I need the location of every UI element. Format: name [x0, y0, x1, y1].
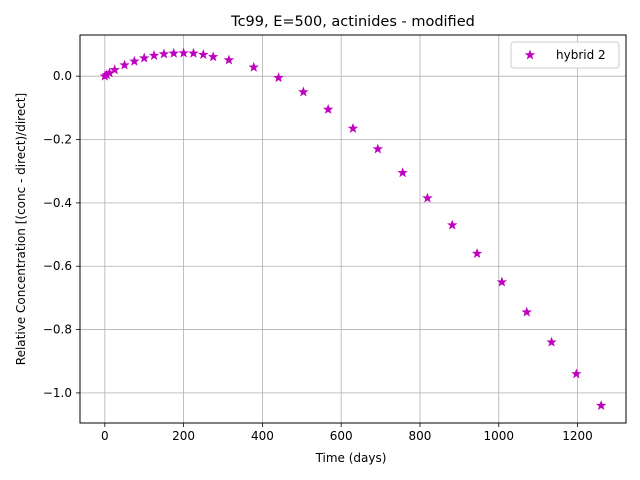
data-point [571, 368, 582, 379]
data-point [129, 55, 140, 66]
y-tick-label: −0.8 [43, 323, 72, 337]
chart-title: Tc99, E=500, actinides - modified [230, 14, 475, 30]
y-tick-label: −1.0 [43, 386, 72, 400]
data-point [198, 49, 209, 60]
data-point [298, 86, 309, 97]
x-tick-label: 0 [101, 429, 109, 443]
y-tick-label: 0.0 [53, 69, 72, 83]
data-point [447, 219, 458, 230]
x-axis-label: Time (days) [315, 451, 387, 465]
data-point [322, 103, 334, 114]
data-point [372, 143, 384, 154]
data-point [223, 54, 235, 65]
y-axis-label: Relative Concentration [(conc - direct)/… [14, 93, 28, 365]
x-tick-label: 200 [172, 429, 195, 443]
data-point [188, 47, 199, 58]
y-tick-label: −0.2 [43, 133, 72, 147]
legend-marker-hybrid-2 [524, 49, 536, 60]
data-point [168, 47, 179, 58]
data-point [546, 336, 557, 347]
data-point [178, 47, 189, 58]
data-point [158, 48, 170, 59]
data-point [248, 61, 259, 72]
plot-frame [79, 34, 627, 424]
data-point [496, 276, 508, 287]
data-point [273, 72, 284, 83]
data-point [521, 306, 532, 317]
data-point [139, 52, 150, 63]
data-point [422, 192, 433, 203]
data-points [99, 47, 607, 411]
grid-lines [80, 35, 626, 423]
x-tick-label: 800 [409, 429, 432, 443]
legend-label-hybrid-2: hybrid 2 [556, 48, 606, 62]
data-point [347, 122, 359, 133]
y-tick-label: −0.4 [43, 196, 72, 210]
axis-ticks: 0 200 400 600 800 1000 1200 0.0 −0.2 −0.4 −0.6 −0.8… [43, 69, 593, 443]
data-point [109, 64, 120, 75]
data-point [119, 59, 130, 70]
x-tick-label: 1200 [562, 429, 593, 443]
x-tick-label: 1000 [483, 429, 514, 443]
legend-box [510, 41, 620, 69]
legend: hybrid 2 [510, 41, 620, 69]
data-point [148, 50, 160, 61]
data-point [595, 400, 607, 411]
x-tick-label: 400 [251, 429, 274, 443]
data-point [207, 51, 219, 62]
data-point [397, 167, 408, 178]
x-tick-label: 600 [330, 429, 353, 443]
data-point [471, 248, 483, 258]
y-tick-label: −0.6 [43, 259, 72, 273]
legend-star-icon [524, 49, 536, 60]
